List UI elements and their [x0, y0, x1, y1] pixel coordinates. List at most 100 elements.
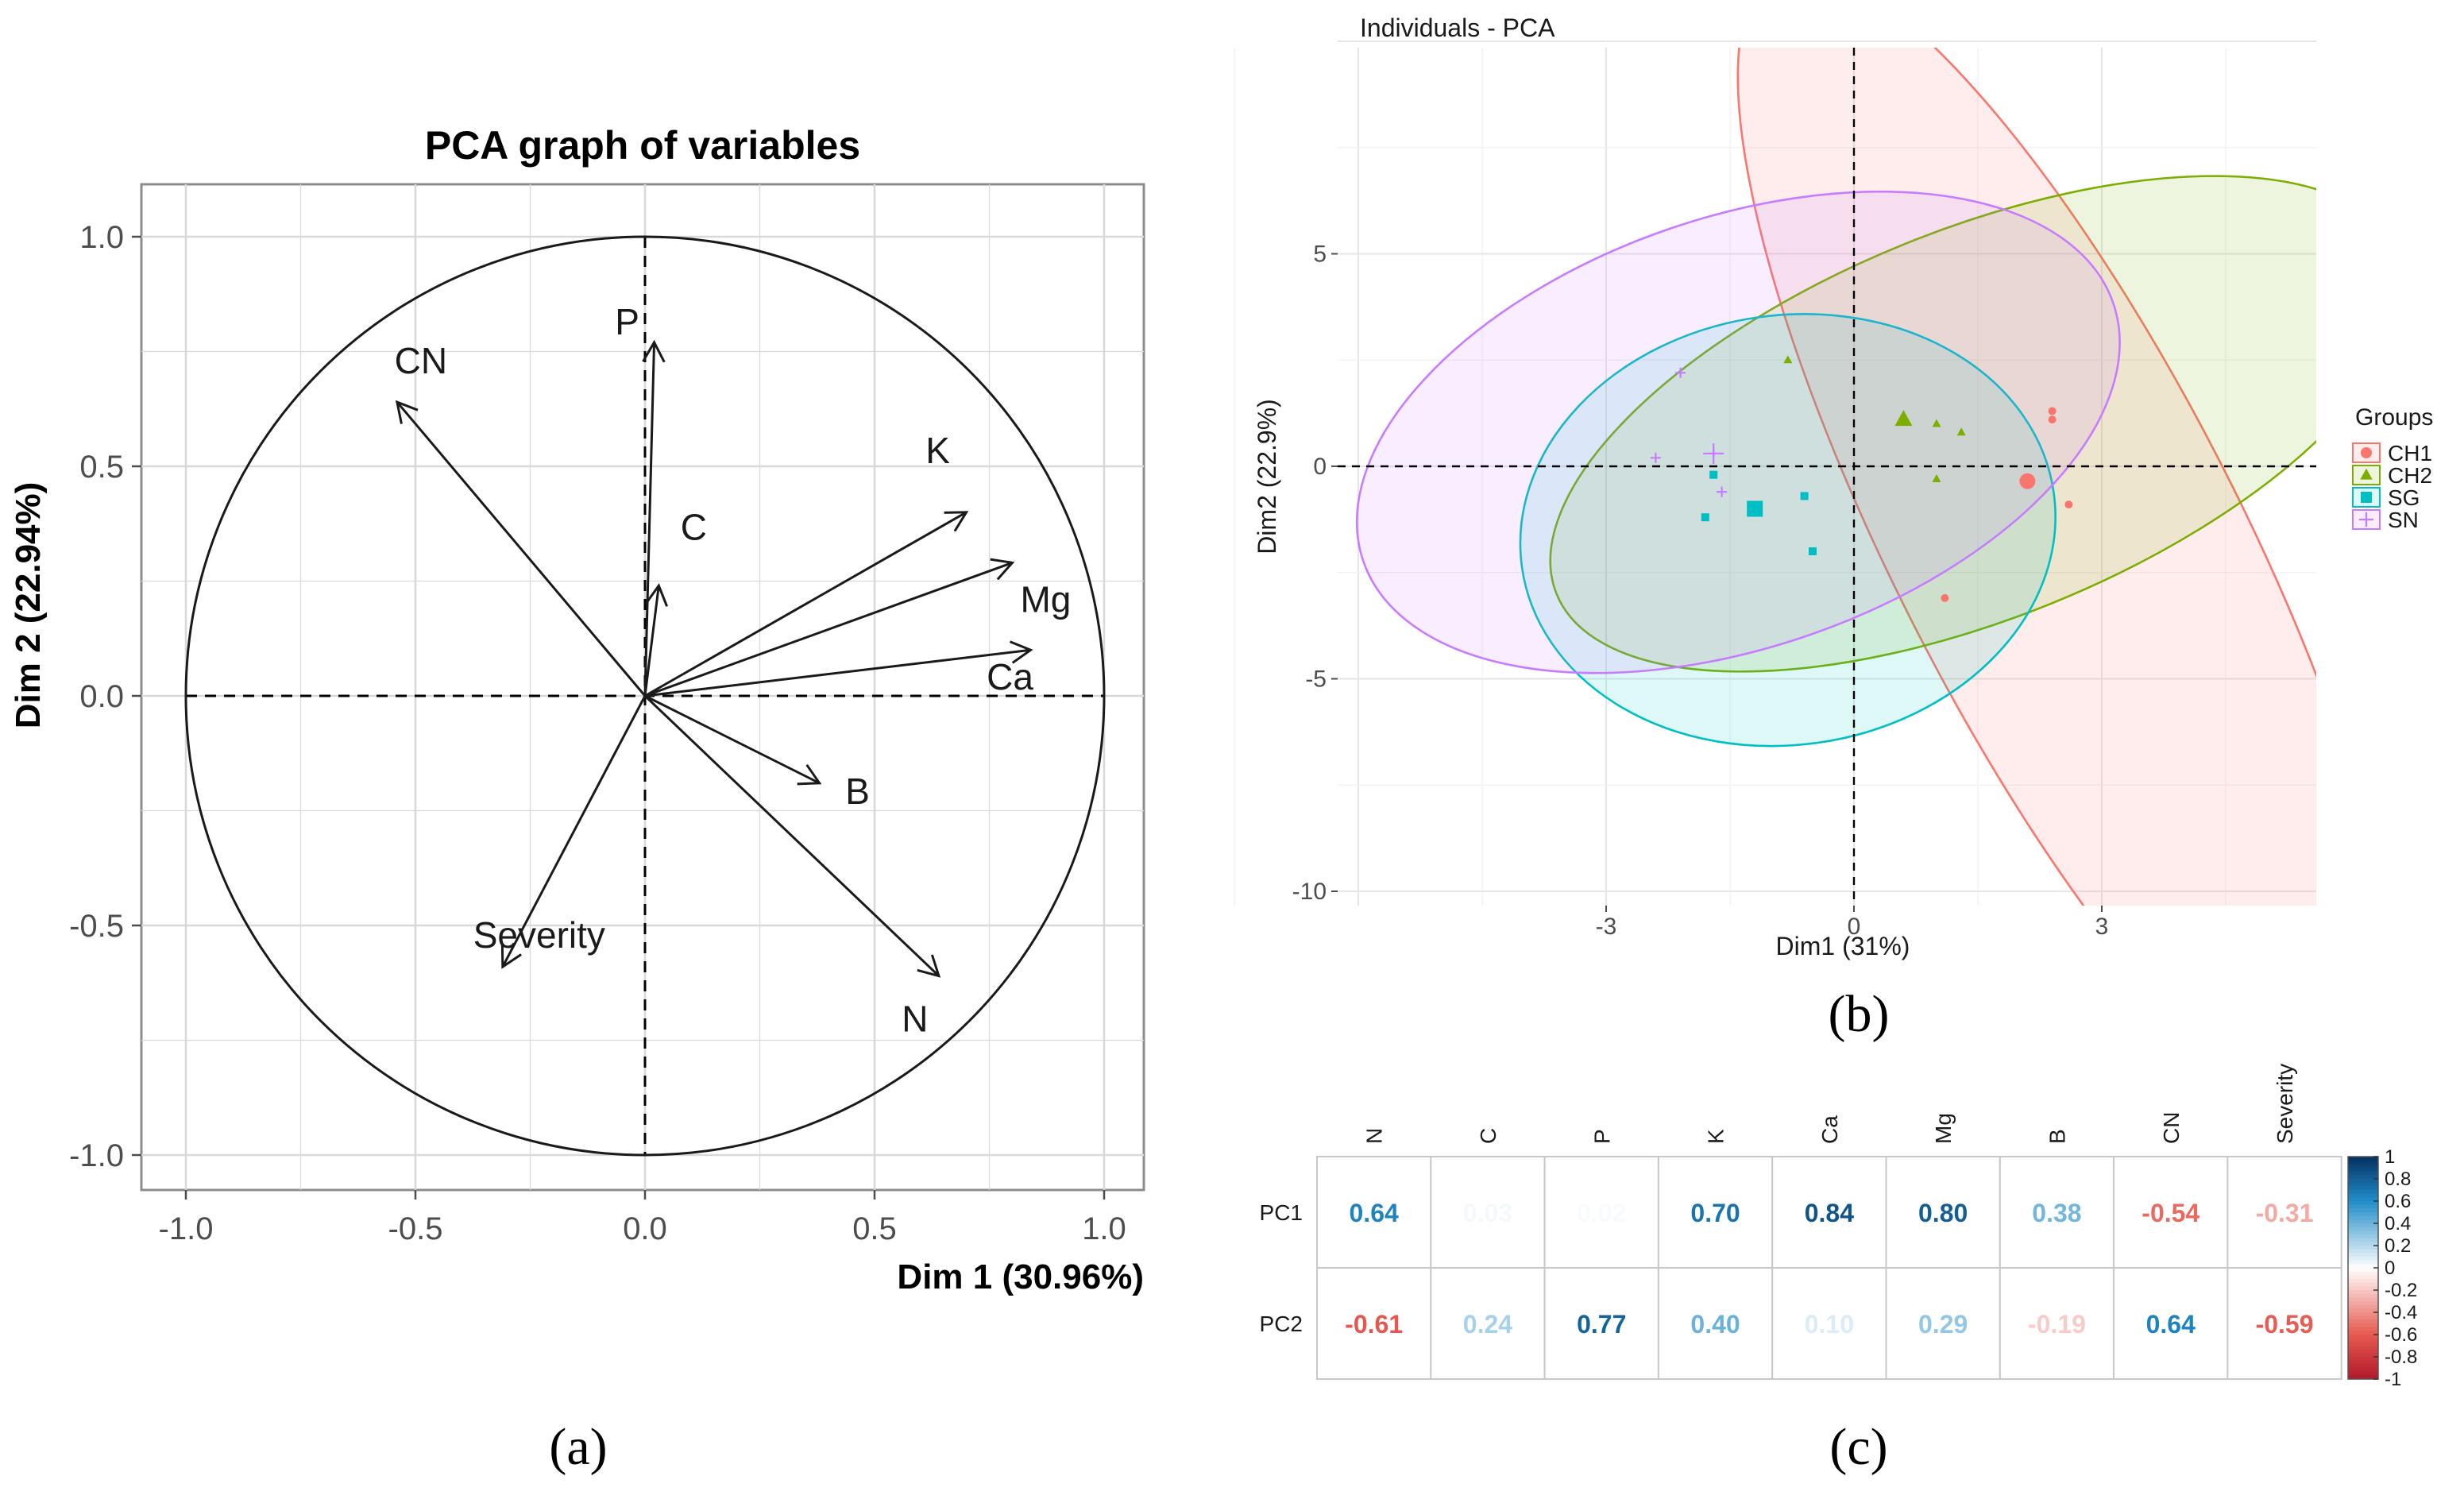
colorbar-segment	[2348, 1190, 2378, 1195]
colorbar-segment	[2348, 1323, 2378, 1328]
heatmap-value-pc2-cn: 0.64	[2146, 1310, 2196, 1339]
colorbar-tick-label: -0.6	[2385, 1324, 2417, 1346]
heatmap-value-pc1-p: 0.02	[1577, 1199, 1626, 1227]
colorbar-segment	[2348, 1319, 2378, 1324]
chart-a-x-ticks: -1.0 -0.5 0.0 0.5 1.0	[159, 1190, 1126, 1246]
colorbar-segment	[2348, 1304, 2378, 1309]
x-tick-label: -1.0	[159, 1211, 214, 1246]
heatmap-cell	[1999, 1156, 2115, 1269]
colorbar-segment	[2348, 1186, 2378, 1191]
chart-c-panel-label: (c)	[1829, 1418, 1887, 1476]
x-tick-label: 1.0	[1082, 1211, 1126, 1246]
heatmap-value-pc1-mg: 0.80	[1918, 1199, 1968, 1227]
colorbar-segment	[2348, 1197, 2378, 1202]
centroid-ch2	[1894, 410, 1913, 427]
y-tick-label: -5	[1305, 666, 1327, 693]
chart-b-y-axis-title: Dim2 (22.9%)	[1253, 399, 1281, 554]
colorbar-segment	[2348, 1179, 2378, 1184]
chart-b-panel-label: (b)	[1829, 985, 1890, 1043]
row-label-pc1: PC1	[1260, 1200, 1303, 1225]
colorbar-segment	[2348, 1238, 2378, 1242]
colorbar-segment	[2348, 1223, 2378, 1228]
pca-variables-chart: PCA graph of variables CN P C K Mg Ca B N Severi…	[9, 123, 1145, 1476]
heatmap-row-labels: PC1 PC2	[1260, 1200, 1303, 1336]
heatmap-value-pc1-severity: -0.31	[2256, 1199, 2314, 1227]
colorbar-segment	[2348, 1182, 2378, 1187]
colorbar-segment	[2348, 1253, 2378, 1258]
heatmap-value-pc1-n: 0.64	[1350, 1199, 1399, 1227]
vector-label-b: B	[845, 771, 870, 812]
heatmap-cell	[1885, 1267, 2001, 1380]
chart-a-panel-label: (a)	[549, 1418, 607, 1476]
vector-arrow-c	[643, 585, 660, 697]
y-tick-label: 0.0	[79, 679, 124, 714]
point-sn	[1717, 486, 1728, 497]
colorbar-segment	[2348, 1201, 2378, 1206]
colorbar-segment	[2348, 1371, 2378, 1376]
heatmap-value-pc1-cn: -0.54	[2142, 1199, 2199, 1227]
colorbar-tick-label: 0	[2385, 1258, 2395, 1279]
colorbar-segment	[2348, 1290, 2378, 1295]
colorbar-tick-label: 1	[2385, 1146, 2395, 1168]
colorbar-segment	[2348, 1297, 2378, 1302]
colorbar-segment	[2348, 1364, 2378, 1369]
colorbar-segment	[2348, 1234, 2378, 1239]
heatmap-cell	[2226, 1267, 2342, 1380]
colorbar-segment	[2348, 1260, 2378, 1265]
colorbar-segment	[2348, 1349, 2378, 1354]
colorbar-segment	[2348, 1264, 2378, 1269]
heatmap-cell	[1430, 1156, 1546, 1269]
heatmap-value-pc2-n: -0.61	[1345, 1310, 1403, 1339]
ellipse-ch2	[1549, 175, 2316, 673]
heatmap-value-pc1-b: 0.38	[2032, 1199, 2081, 1227]
vector-label-severity: Severity	[473, 914, 605, 956]
colorbar-segment	[2348, 1275, 2378, 1280]
heatmap-cell	[1430, 1267, 1546, 1380]
colorbar-segment	[2348, 1335, 2378, 1339]
vector-arrow-k	[644, 511, 967, 697]
chart-a-vectors: CN P C K Mg Ca B N Severity	[395, 301, 1072, 1040]
x-tick-label: 0.5	[852, 1211, 897, 1246]
colorbar-segment	[2348, 1279, 2378, 1284]
colorbar-tick-label: 0.6	[2385, 1191, 2411, 1212]
column-header-k: K	[1704, 1129, 1728, 1144]
colorbar-segment	[2348, 1338, 2378, 1343]
heatmap-cell	[2113, 1267, 2229, 1380]
vector-arrowhead-p	[642, 339, 666, 363]
vector-arrowhead-n	[917, 954, 941, 978]
heatmap-value-pc2-k: 0.40	[1690, 1310, 1740, 1339]
vector-arrowhead-ca	[1009, 640, 1033, 664]
heatmap-cell	[1885, 1156, 2001, 1269]
ellipse-sg	[1519, 313, 2057, 748]
heatmap-cell	[1771, 1156, 1887, 1269]
point-ch2	[1783, 355, 1793, 364]
legend-label-sg: SG	[2388, 485, 2420, 510]
chart-b-y-ticks: 5 0 -5 -10	[1292, 241, 1338, 905]
chart-a-x-axis-title: Dim 1 (30.96%)	[897, 1258, 1144, 1296]
heatmap-value-pc2-mg: 0.29	[1918, 1310, 1968, 1339]
colorbar-segment	[2348, 1215, 2378, 1220]
column-header-b: B	[2045, 1129, 2069, 1144]
colorbar-segment	[2348, 1230, 2378, 1235]
y-tick-label: 5	[1313, 241, 1327, 268]
chart-a-title: PCA graph of variables	[425, 123, 860, 168]
chart-a-y-axis-title: Dim 2 (22.94%)	[9, 482, 48, 729]
vector-label-k: K	[925, 430, 950, 471]
chart-a-correlation-circle	[184, 235, 1106, 1157]
x-tick-label: 3	[2095, 914, 2109, 940]
chart-b-title: Individuals - PCA	[1360, 14, 1555, 42]
colorbar-segment	[2348, 1242, 2378, 1246]
x-tick-label: 0.0	[623, 1211, 667, 1246]
unit-circle	[184, 235, 1106, 1157]
ellipse-sn	[1355, 190, 2121, 674]
vector-arrowhead-severity	[500, 944, 522, 969]
row-label-pc2: PC2	[1260, 1312, 1303, 1336]
colorbar-segment	[2348, 1171, 2378, 1176]
colorbar-segment	[2348, 1219, 2378, 1224]
vector-arrow-mg	[644, 561, 1013, 697]
point-sn	[1650, 452, 1661, 463]
colorbar-tick-label: -0.8	[2385, 1346, 2417, 1368]
colorbar-segment	[2348, 1312, 2378, 1317]
colorbar-segment	[2348, 1168, 2378, 1173]
